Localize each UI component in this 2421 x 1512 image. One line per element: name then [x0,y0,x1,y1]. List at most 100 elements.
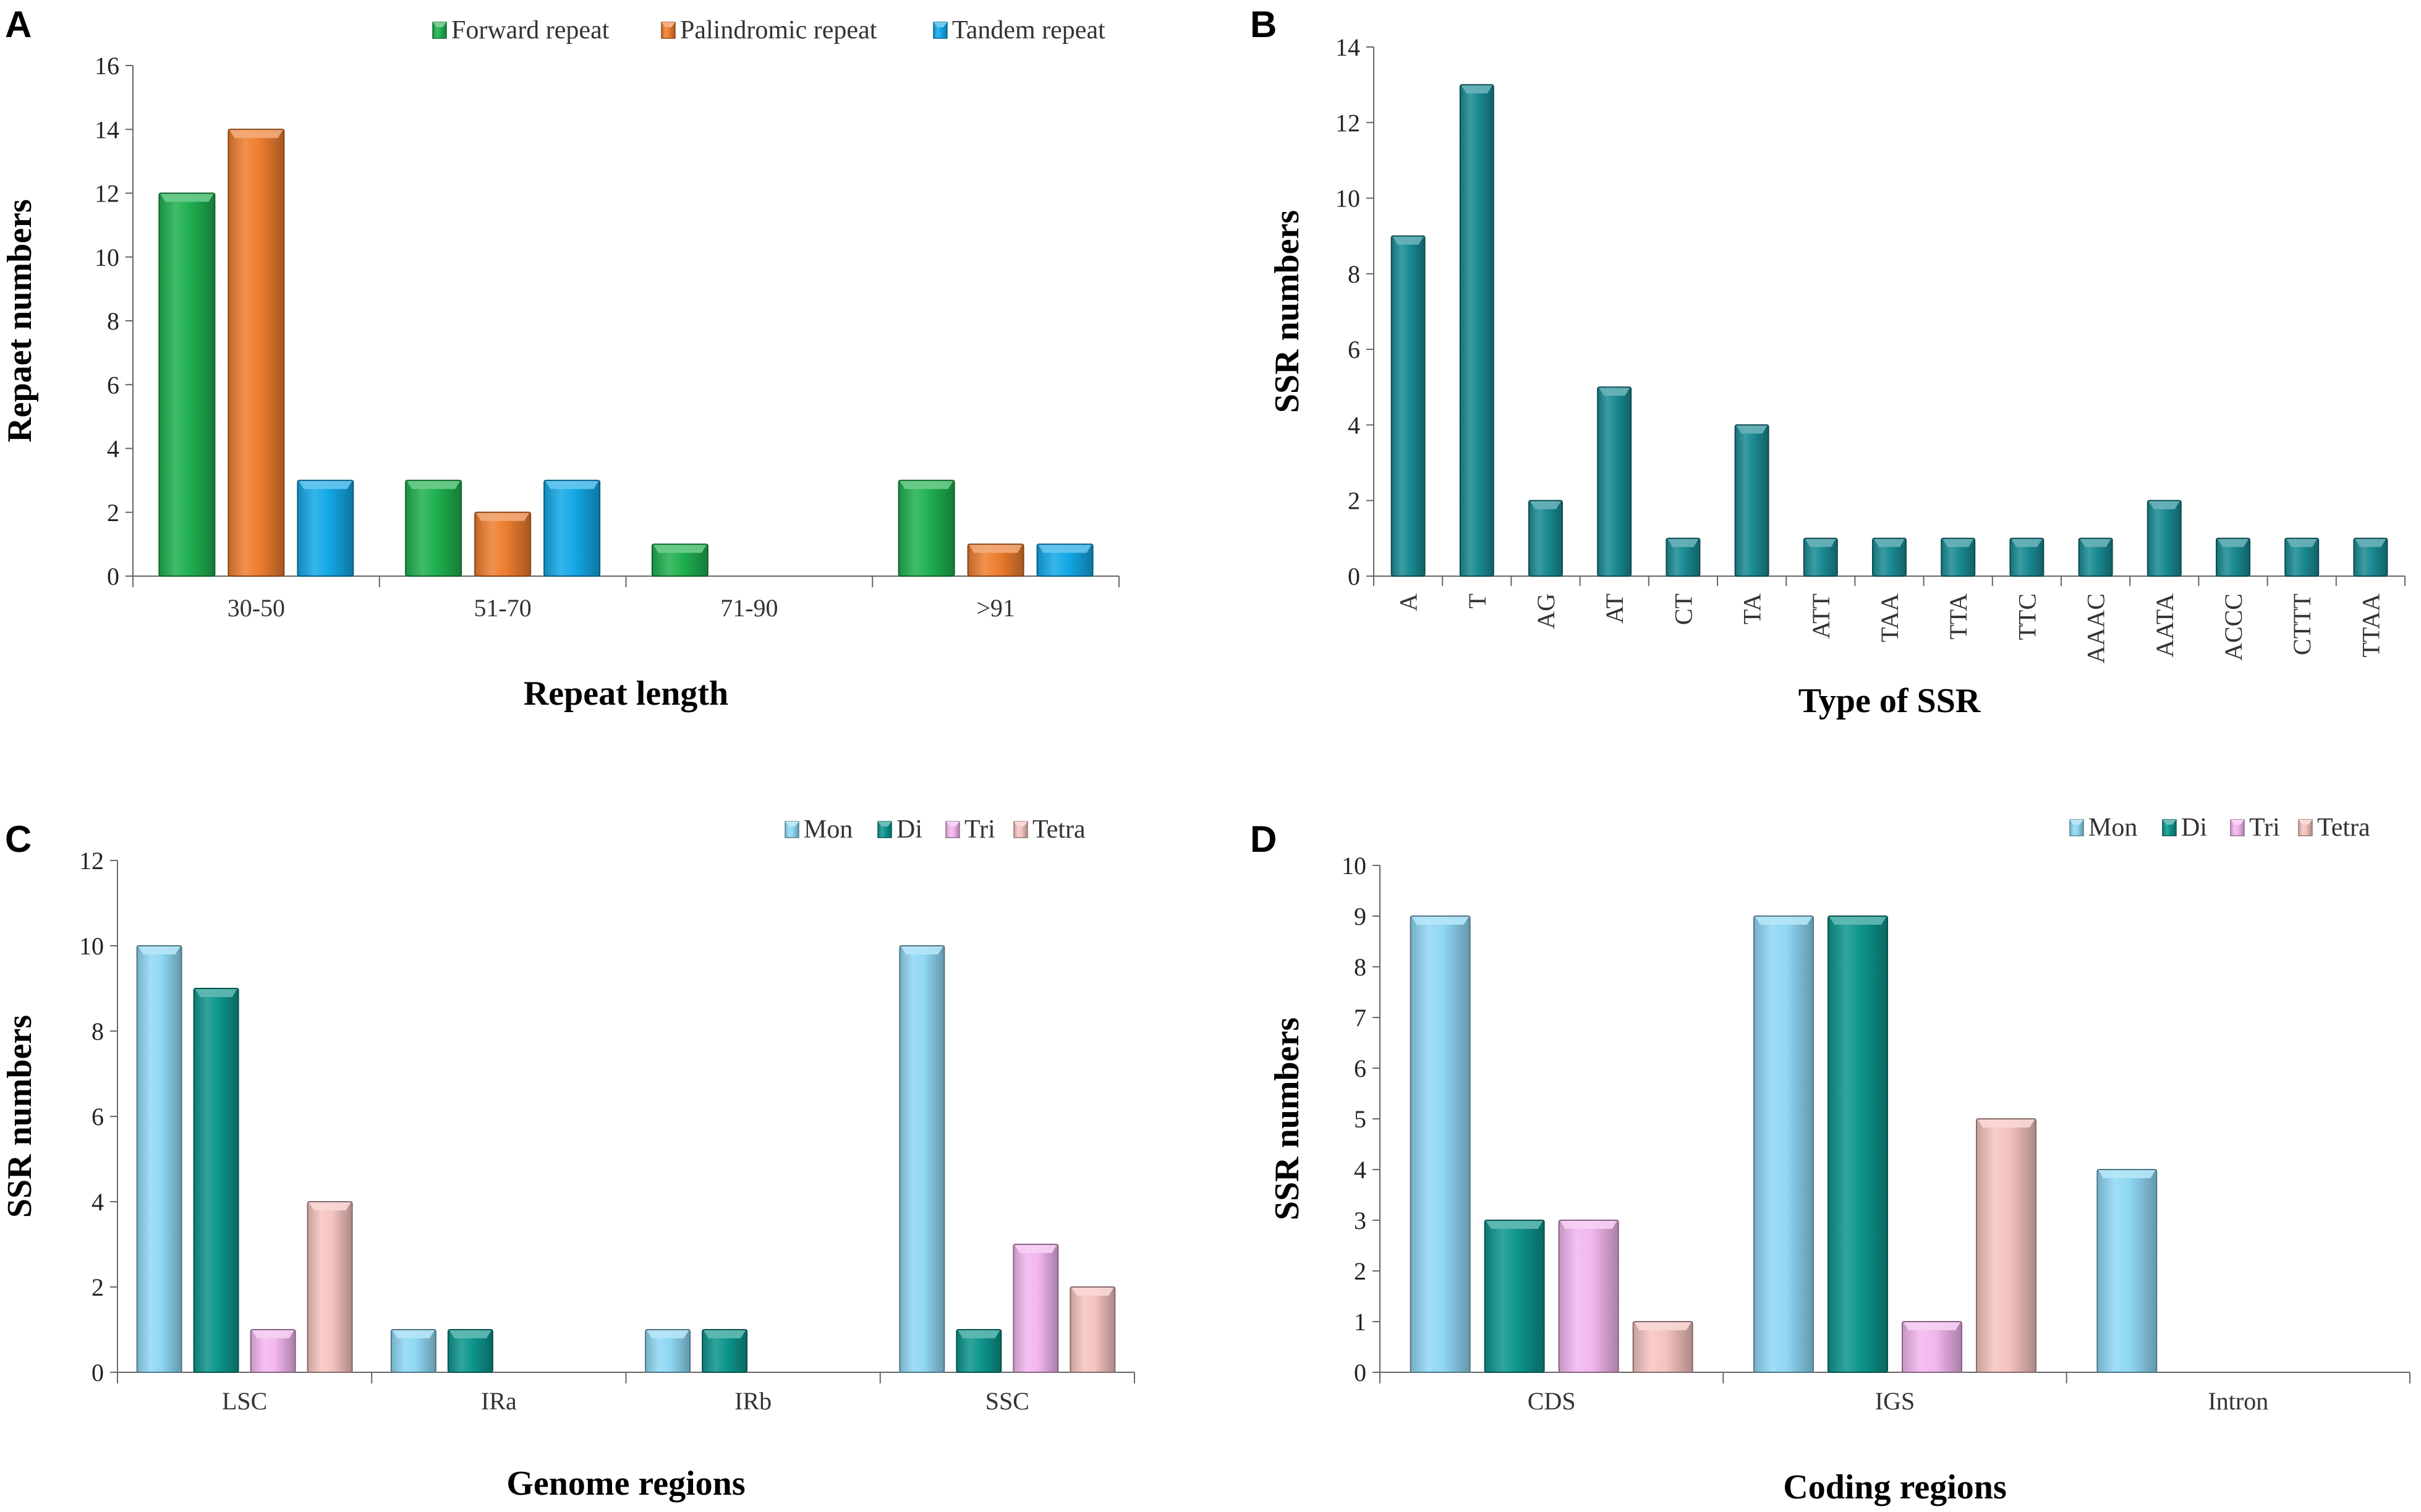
y-axis-title: SSR numbers [1268,210,1306,413]
bar-tri [1558,1220,1619,1373]
bar-tandem-repeat-body [297,480,354,577]
x-axis-title: Repeat length [524,674,728,713]
legend-label: Di [896,815,922,844]
bar-ssr-type [2216,537,2250,577]
legend-tri-icon [2230,819,2245,836]
y-tick-label: 12 [1335,109,1360,137]
y-axis-title: SSR numbers [1268,1017,1306,1220]
bar-ssr-type-cap [1805,538,1836,547]
bar-tri-cap [252,1330,294,1338]
bar-ssr-type-body [2284,537,2320,577]
legend-tandem-repeat-icon-highlight [934,22,947,27]
bar-ssr-type-body [2147,499,2182,577]
bar-di-cap [958,1330,1000,1338]
chart-panel-a: 0 2 4 6 8 10 12 14 16 30-50 51-70 71-90 >91 Repeat le… [1,16,1120,713]
panel-letter-b: B [1250,4,1277,45]
bar-ssr-type-body [1390,235,1426,577]
legend-tetra-icon-highlight [2299,820,2312,825]
bar-tri-body [1558,1220,1619,1373]
bar-palindromic-repeat-cap [969,545,1023,553]
bar-ssr-type [1459,84,1494,577]
bar-ssr-type-body [2216,537,2250,577]
bar-di [1484,1220,1545,1373]
x-tick-label: T [1463,593,1491,608]
x-tick-label: CTTT [2288,593,2316,655]
x-axis-title: Type of SSR [1798,682,1981,720]
bar-mon-body [390,1329,436,1373]
legend-tandem-repeat-icon [933,22,948,39]
x-tick-label: CDS [1528,1387,1576,1415]
bar-di [1827,915,1888,1373]
bar-ssr-type-cap [1667,538,1699,547]
bar-tri-body [1013,1244,1059,1373]
bar-ssr-type-body [2009,537,2044,577]
legend-label: Tandem repeat [952,16,1105,45]
bar-mon-body [645,1329,691,1373]
bar-mon [645,1329,691,1373]
legend-mon-icon-highlight [785,822,799,826]
bar-mon-body [2096,1169,2158,1373]
bar-tetra-cap [1071,1288,1114,1296]
x-tick-label: >91 [976,594,1015,622]
bar-di-body [1827,915,1888,1373]
chart-panel-d: 0 1 2 3 4 5 6 7 8 9 10 CDS IGS Intron Coding regions SS… [1268,813,2410,1506]
bar-tetra [307,1201,353,1373]
legend-di-icon [2162,819,2177,836]
x-tick-label: 30-50 [228,594,285,622]
legend-label: Mon [804,815,853,844]
bar-tri [250,1329,296,1373]
legend-tri-icon-highlight [946,822,959,826]
bar-mon-cap [647,1330,689,1338]
bar-di-body [193,988,239,1373]
bar-tri-cap [1015,1245,1057,1253]
bar-tandem-repeat [1036,543,1094,577]
bar-tetra [1632,1321,1693,1373]
bar-ssr-type-cap [1599,388,1630,396]
bar-di [193,988,239,1373]
bar-palindromic-repeat [228,129,285,577]
bar-mon-cap [1755,917,1812,925]
bar-forward-repeat [898,480,955,577]
legend-tetra-icon-highlight [1014,822,1028,826]
x-tick-label: 51-70 [474,594,531,622]
bar-mon-cap [392,1330,435,1338]
legend-mon-icon-highlight [2070,820,2083,825]
bar-ssr-type [1597,386,1632,577]
bar-tri-cap [1904,1322,1960,1330]
bar-ssr-type [2078,537,2113,577]
bar-di-cap [1486,1221,1543,1229]
bar-forward-repeat [651,543,708,577]
x-tick-label: AT [1601,593,1628,624]
bar-ssr-type [1390,235,1426,577]
bar-ssr-type [1666,537,1701,577]
y-tick-label: 4 [107,435,119,463]
legend-mon-icon [785,821,799,838]
bar-forward-repeat-body [898,480,955,577]
bar-forward-repeat-cap [160,193,214,202]
bar-forward-repeat-body [405,480,462,577]
bar-palindromic-repeat-cap [229,130,283,138]
bar-tandem-repeat-cap [545,481,599,490]
bar-di [956,1329,1002,1373]
bar-ssr-type [2009,537,2044,577]
bar-mon-cap [1411,917,1469,925]
legend-forward-repeat-icon-highlight [433,22,446,27]
bar-mon-cap [138,946,181,954]
bar-mon-cap [901,946,943,954]
bar-di-body [447,1329,493,1373]
legend-tetra-icon [1013,821,1028,838]
x-axis-title: Coding regions [1783,1468,2006,1506]
bar-di-cap [1829,917,1886,925]
bar-ssr-type-cap [1874,538,1905,547]
y-tick-label: 6 [107,371,119,399]
legend-tri-icon [945,821,960,838]
bar-di-cap [704,1330,746,1338]
legend-di-icon [877,821,892,838]
bar-mon-body [136,945,182,1373]
y-tick-label: 6 [91,1103,104,1131]
y-axis-title: Repaet numbers [1,199,39,443]
y-tick-label: 16 [95,52,119,80]
x-tick-label: IGS [1875,1387,1915,1415]
bar-ssr-type [1941,537,1976,577]
